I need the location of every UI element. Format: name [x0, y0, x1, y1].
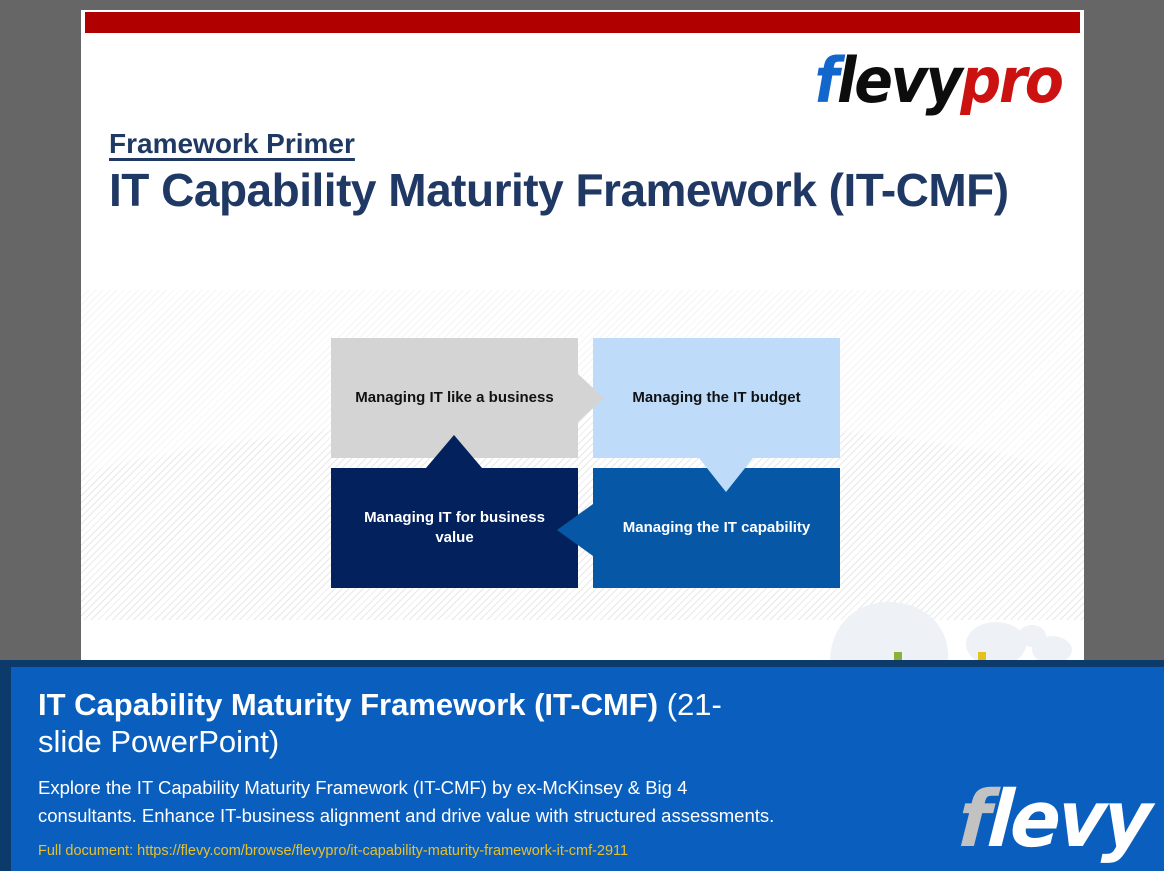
slide-preview[interactable]: flevypro Framework Primer IT Capability …: [81, 10, 1084, 662]
banner-description: Explore the IT Capability Maturity Frame…: [38, 777, 775, 827]
flevy-logo-levy: levy: [984, 775, 1152, 865]
banner-title: IT Capability Maturity Framework (IT-CMF…: [38, 686, 778, 760]
arrow-down-icon: [699, 458, 753, 492]
quadrant-managing-it-like-a-business[interactable]: Managing IT like a business: [331, 338, 578, 458]
flevypro-logo: flevypro: [815, 50, 1064, 112]
it-cmf-quadrant-diagram: Managing IT like a business Managing the…: [331, 338, 841, 590]
slide-eyebrow: Framework Primer: [109, 128, 355, 159]
quadrant-label: Managing IT for business value: [364, 509, 545, 546]
banner-title-meta: (21-slide PowerPoint): [38, 687, 722, 760]
slide-top-red-bar: [85, 12, 1080, 33]
slide-hatch-texture-lower: [81, 290, 1084, 632]
slide-title-block: Framework Primer IT Capability Maturity …: [109, 128, 1009, 218]
slide-hatch-texture: [81, 250, 1084, 632]
quadrant-label: Managing the IT budget: [632, 389, 801, 407]
flevypro-logo-levy: levy: [837, 44, 963, 117]
flevypro-logo-f: f: [814, 44, 840, 117]
quadrant-label: Managing the IT capability: [622, 519, 811, 537]
flevy-logo: flevy: [955, 775, 1151, 865]
banner-top-edge: [0, 660, 1164, 667]
arrow-up-icon: [426, 435, 482, 468]
quadrant-managing-the-it-budget[interactable]: Managing the IT budget: [593, 338, 840, 458]
quadrant-managing-the-it-capability[interactable]: Managing the IT capability: [593, 468, 840, 588]
flevypro-logo-pro: pro: [960, 44, 1065, 117]
banner-document-link[interactable]: Full document: https://flevy.com/browse/…: [38, 842, 629, 859]
product-banner: IT Capability Maturity Framework (IT-CMF…: [0, 660, 1164, 871]
quadrant-label: Managing IT like a business: [355, 389, 554, 407]
banner-left-edge: [0, 660, 11, 871]
slide-footer-strip: [81, 620, 1084, 662]
arrow-left-icon: [557, 504, 593, 556]
banner-title-name: IT Capability Maturity Framework (IT-CMF…: [38, 687, 659, 722]
banner-content: IT Capability Maturity Framework (IT-CMF…: [38, 686, 778, 859]
quadrant-managing-it-for-business-value[interactable]: Managing IT for business value: [331, 468, 578, 588]
slide-title: IT Capability Maturity Framework (IT-CMF…: [109, 164, 1009, 216]
arrow-right-icon: [578, 374, 604, 422]
